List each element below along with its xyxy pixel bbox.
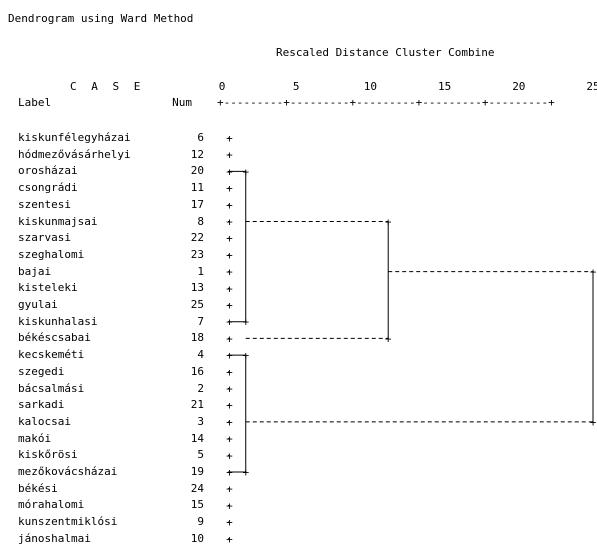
case-label: orosházai [18, 164, 78, 178]
case-label: mezőkovácsházai [18, 465, 118, 478]
case-number: 20 [190, 164, 204, 178]
case-label: mórahalomi [18, 498, 85, 512]
case-number: 13 [190, 281, 204, 295]
x-tick-label: 5 [292, 80, 300, 93]
dendrogram-node: + [226, 132, 233, 145]
case-number: 16 [190, 364, 204, 378]
case-number: 25 [190, 298, 204, 311]
case-number: 19 [190, 465, 204, 478]
case-number: 7 [197, 314, 204, 328]
case-number: 21 [190, 398, 204, 412]
axis-ruler: +---------+---------+---------+---------… [217, 96, 555, 109]
case-label: békési [18, 481, 58, 495]
dendrogram-node: + [226, 366, 233, 379]
case-number: 8 [197, 214, 204, 228]
dendrogram-node: + [226, 182, 233, 195]
case-label: bácsalmási [18, 381, 85, 395]
case-label: sarkadi [18, 398, 65, 412]
case-label: szarvasi [18, 231, 71, 245]
case-label: kiskőrösi [18, 448, 78, 462]
case-label: kecskeméti [18, 348, 85, 362]
case-label: kiskunhalasi [18, 314, 98, 328]
case-header: C A S E [70, 80, 145, 93]
case-label: kiskunmajsai [18, 214, 98, 228]
case-number: 3 [197, 414, 204, 428]
case-number: 24 [190, 481, 204, 495]
dendrogram-node: + [226, 516, 233, 529]
dendrogram-node: + [226, 149, 233, 162]
dendrogram-node: + [242, 349, 249, 362]
case-label: békéscsabai [18, 331, 91, 345]
dendrogram-node: + [226, 199, 233, 212]
case-number: 6 [197, 131, 204, 144]
case-number: 4 [197, 348, 204, 362]
dendrogram-node: + [385, 216, 392, 229]
dendrogram-node: + [226, 299, 233, 312]
dendrogram-node: + [242, 466, 249, 479]
axis-title: Rescaled Distance Cluster Combine [276, 46, 495, 59]
x-tick-label: 10 [363, 80, 378, 93]
case-label: kisteleki [18, 281, 78, 295]
x-tick-label: 20 [512, 80, 526, 93]
dendrogram-node: + [226, 533, 233, 544]
case-number: 9 [197, 515, 204, 529]
case-label: csongrádi [18, 181, 78, 195]
dendrogram-node: + [226, 399, 233, 412]
case-number: 15 [190, 498, 204, 512]
case-label: gyulai [18, 298, 58, 311]
dendrogram-node: + [226, 216, 233, 229]
case-number: 14 [190, 431, 204, 445]
case-label: kunszentmiklósi [18, 515, 118, 529]
dendrogram-node: + [226, 499, 233, 512]
case-number: 23 [190, 247, 204, 261]
dendrogram-node: + [226, 332, 233, 345]
dendrogram-node: + [590, 416, 597, 429]
case-label: kalocsai [18, 414, 71, 428]
dendrogram-node: + [226, 483, 233, 496]
dendrogram-node: + [226, 416, 233, 429]
dendrogram-node: + [242, 165, 249, 178]
case-number: 2 [197, 381, 204, 395]
case-number: 18 [190, 331, 204, 345]
chart-title: Dendrogram using Ward Method [8, 12, 194, 25]
dendrogram-node: + [226, 433, 233, 446]
x-tick-label: 0 [218, 80, 226, 93]
case-label: szegedi [18, 364, 65, 378]
dendrogram-node: + [226, 232, 233, 245]
case-number: 12 [190, 147, 204, 161]
dendrogram-node: + [226, 449, 233, 462]
dendrogram-node: + [226, 249, 233, 262]
dendrogram-node: + [226, 266, 233, 279]
x-tick-label: 25 [586, 80, 597, 93]
case-number: 1 [197, 264, 204, 278]
case-label: szentesi [18, 197, 71, 211]
case-number: 5 [197, 448, 204, 462]
case-label: bajai [18, 264, 52, 278]
label-header: Label [18, 96, 52, 109]
case-label: jánoshalmai [18, 531, 91, 545]
case-number: 10 [190, 531, 204, 545]
case-number: 11 [190, 181, 204, 195]
case-label: kiskunfélegyházai [18, 131, 131, 144]
case-label: szeghalomi [18, 247, 85, 261]
case-label: makói [18, 431, 52, 445]
x-tick-label: 15 [438, 80, 452, 93]
dendrogram-node: + [242, 316, 249, 329]
case-label: hódmezővásárhelyi [18, 147, 131, 161]
dendrogram-node: + [226, 282, 233, 295]
case-number: 17 [190, 197, 204, 211]
dendrogram-node: + [385, 332, 392, 345]
case-number: 22 [190, 231, 204, 245]
dendrogram-node: + [226, 383, 233, 396]
num-header: Num [172, 96, 192, 109]
dendrogram-node: + [590, 266, 597, 279]
